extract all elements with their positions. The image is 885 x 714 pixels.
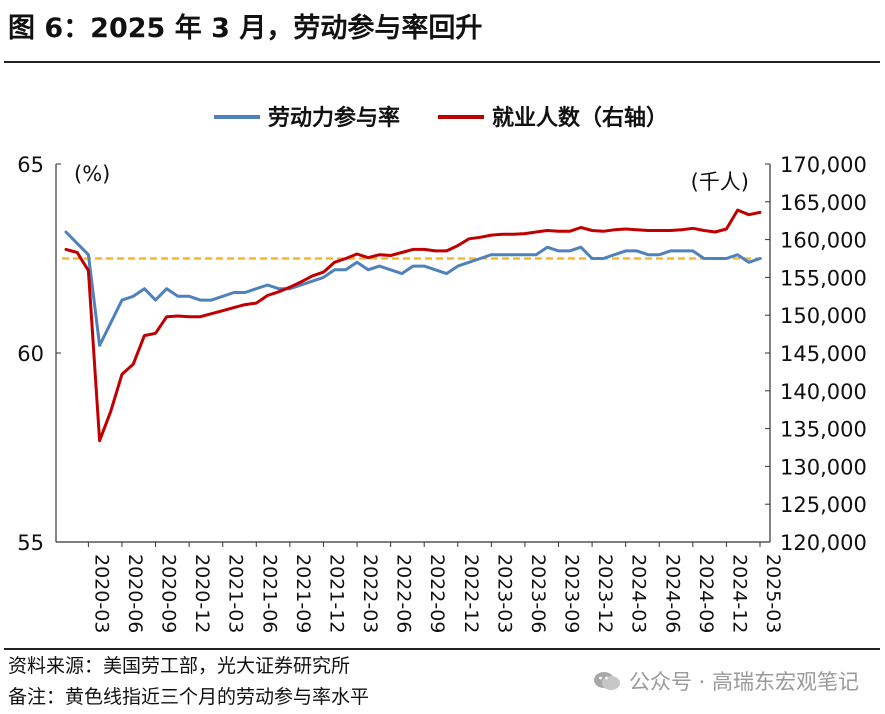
plot-area: [62, 208, 764, 443]
page-title: 图 6：2025 年 3 月，劳动参与率回升: [8, 13, 483, 44]
right-tick-label: 140,000: [780, 380, 867, 404]
x-tick-label: 2020-03: [90, 554, 112, 633]
left-tick-label: 65: [17, 153, 44, 177]
x-tick-label: 2023-09: [561, 554, 583, 633]
x-tick-label: 2020-06: [124, 554, 146, 633]
right-tick-label: 135,000: [780, 418, 867, 442]
x-tick-label: 2021-12: [325, 554, 347, 633]
x-tick-label: 2024-06: [661, 554, 683, 633]
wechat-icon: [593, 672, 620, 690]
x-tick-label: 2022-03: [359, 554, 381, 633]
right-tick-label: 150,000: [780, 304, 867, 328]
watermark-text: 公众号 · 高瑞东宏观笔记: [628, 670, 859, 694]
legend-label-employment: 就业人数（右轴）: [492, 105, 668, 131]
right-tick-label: 170,000: [780, 153, 867, 177]
title-divider: [4, 61, 880, 63]
x-tick-label: 2025-03: [762, 554, 784, 633]
x-tick-label: 2020-09: [158, 554, 180, 633]
x-tick-label: 2024-12: [728, 554, 750, 633]
x-tick-label: 2023-12: [594, 554, 616, 633]
axes: 65 60 55 (%) 170,000 165,000 160,000 155,000 150…: [17, 153, 867, 633]
legend-label-participation: 劳动力参与率: [268, 105, 400, 131]
right-tick-label: 120,000: [780, 531, 867, 555]
right-tick-label: 165,000: [780, 191, 867, 215]
x-tick-label: 2024-03: [628, 554, 650, 633]
right-tick-label: 125,000: [780, 493, 867, 517]
x-tick-label: 2022-12: [460, 554, 482, 633]
x-tick-label: 2020-12: [191, 554, 213, 633]
right-tick-label: 145,000: [780, 342, 867, 366]
left-axis-unit: (%): [74, 162, 110, 186]
x-tick-label: 2022-09: [426, 554, 448, 633]
footer-divider: [4, 648, 880, 650]
source-note: 资料来源：美国劳工部，光大证券研究所: [8, 655, 351, 677]
x-tick-label: 2021-03: [225, 554, 247, 633]
labor-participation-chart: 劳动力参与率 就业人数（右轴） 65 60 55 (%) 170,000 165,000 16…: [17, 105, 867, 633]
watermark: 公众号 · 高瑞东宏观笔记: [593, 666, 859, 696]
legend: 劳动力参与率 就业人数（右轴）: [214, 105, 668, 131]
x-tick-label: 2021-06: [258, 554, 280, 633]
right-tick-label: 155,000: [780, 266, 867, 290]
left-tick-label: 55: [17, 531, 44, 555]
employment-series-line: [64, 208, 762, 443]
x-tick-label: 2023-03: [493, 554, 515, 633]
right-tick-label: 130,000: [780, 455, 867, 479]
x-tick-label: 2022-06: [393, 554, 415, 633]
x-tick-label: 2024-09: [695, 554, 717, 633]
x-tick-label: 2023-06: [527, 554, 549, 633]
left-tick-label: 60: [17, 342, 44, 366]
right-tick-label: 160,000: [780, 229, 867, 253]
x-tick-label: 2021-09: [292, 554, 314, 633]
participation-series-line: [64, 230, 762, 347]
right-axis-unit: (千人): [691, 170, 749, 194]
remark-note: 备注：黄色线指近三个月的劳动参与率水平: [8, 686, 370, 708]
